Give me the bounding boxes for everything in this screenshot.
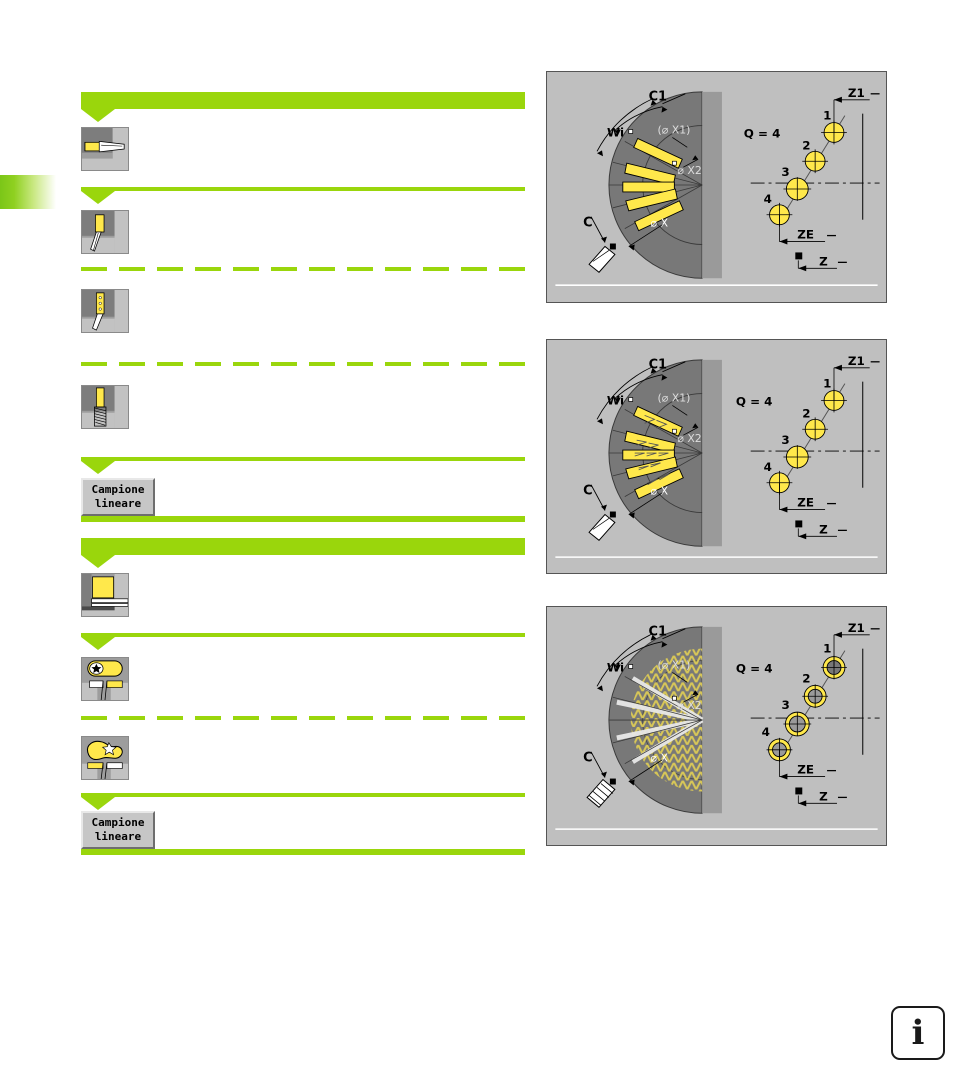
label-ze: ZE: [797, 763, 814, 777]
thumbnail-twist-drill[interactable]: [81, 210, 129, 254]
flow-footer-bar-milling: [81, 849, 525, 855]
label-z1: Z1: [848, 354, 865, 368]
thumbnail-tap-thread[interactable]: [81, 385, 129, 429]
softkey-label-line1: Campione: [91, 816, 145, 830]
label-c1: C1: [649, 625, 667, 640]
thumbnail-face-milling[interactable]: [81, 573, 129, 617]
label-x1: (⌀ X1): [657, 658, 690, 671]
thumbnail-boring-tool[interactable]: [81, 127, 129, 171]
flow-connector-dashed-2: [81, 362, 525, 366]
label-x2: ⌀ X2: [677, 432, 701, 445]
label-z: Z: [819, 254, 828, 268]
thumbnail-pocket-milling[interactable]: [81, 657, 129, 701]
label-c: C: [583, 484, 592, 499]
label-x2: ⌀ X2: [677, 699, 701, 712]
label-wi: Wi: [607, 393, 624, 407]
label-c: C: [583, 751, 592, 766]
flow-connector-dashed-3: [81, 716, 525, 720]
figure-linear-pattern-drilling: C1 Wi (⌀ X1) ⌀ X2 ⌀ X: [546, 71, 887, 303]
label-x: ⌀ X: [651, 752, 669, 765]
flow-connector-line-3: [81, 633, 525, 637]
label-point-1: 1: [823, 377, 831, 391]
label-point-3: 3: [781, 698, 789, 712]
label-ze: ZE: [797, 228, 814, 242]
label-wi: Wi: [607, 660, 624, 674]
thumbnail-reamer-drill[interactable]: [81, 289, 129, 333]
label-c1: C1: [649, 90, 667, 105]
label-point-2: 2: [802, 406, 810, 420]
flow-arrow-icon: [81, 109, 115, 122]
flow-connector-line-2: [81, 457, 525, 461]
flow-arrow-icon: [81, 555, 115, 568]
label-point-3: 3: [781, 165, 789, 179]
label-x1: (⌀ X1): [658, 123, 691, 136]
label-q: Q = 4: [736, 394, 773, 408]
label-point-2: 2: [802, 671, 810, 685]
flow-arrow-icon: [81, 797, 115, 810]
label-q: Q = 4: [736, 661, 773, 675]
label-z1: Z1: [848, 86, 865, 100]
label-point-2: 2: [802, 138, 810, 152]
label-wi: Wi: [607, 125, 624, 139]
softkey-campione-lineare-drilling[interactable]: Campione lineare: [81, 478, 155, 516]
softkey-label-line2: lineare: [94, 497, 142, 510]
label-z: Z: [819, 522, 828, 536]
chapter-thumb-index: [0, 175, 56, 209]
label-c1: C1: [649, 358, 667, 373]
label-z: Z: [819, 789, 828, 803]
label-point-1: 1: [823, 642, 831, 656]
label-point-3: 3: [781, 433, 789, 447]
softkey-label-line2: lineare: [94, 830, 142, 843]
flow-header-bar-drilling: [81, 92, 525, 109]
info-icon: i: [891, 1006, 945, 1060]
label-z1: Z1: [848, 621, 865, 635]
label-x1: (⌀ X1): [658, 391, 691, 404]
label-point-4: 4: [762, 725, 770, 739]
label-x: ⌀ X: [651, 485, 669, 498]
label-q: Q = 4: [744, 126, 781, 140]
label-point-4: 4: [764, 460, 772, 474]
flow-header-bar-milling: [81, 538, 525, 555]
figure-linear-pattern-boring: C1 Wi (⌀ X1) ⌀ X2 ⌀ X C: [546, 339, 887, 574]
label-point-4: 4: [764, 192, 772, 206]
label-x: ⌀ X: [651, 217, 669, 230]
flow-connector-line-4: [81, 793, 525, 797]
label-point-1: 1: [823, 109, 831, 123]
softkey-campione-lineare-milling[interactable]: Campione lineare: [81, 811, 155, 849]
thumbnail-contour-milling[interactable]: [81, 736, 129, 780]
info-glyph: i: [911, 1013, 925, 1053]
label-ze: ZE: [797, 496, 814, 510]
flow-connector-line-1: [81, 187, 525, 191]
flow-arrow-icon: [81, 191, 115, 204]
flow-footer-bar-drilling: [81, 516, 525, 522]
label-c: C: [583, 216, 592, 231]
tool-yellow-body: [84, 141, 102, 152]
softkey-label-line1: Campione: [91, 483, 145, 497]
flow-arrow-icon: [81, 637, 115, 650]
flow-connector-dashed-1: [81, 267, 525, 271]
flow-arrow-icon: [81, 461, 115, 474]
figure-linear-pattern-tapping: C1 Wi (⌀ X1) ⌀ X2 ⌀ X: [546, 606, 887, 846]
label-x2: ⌀ X2: [677, 164, 701, 177]
